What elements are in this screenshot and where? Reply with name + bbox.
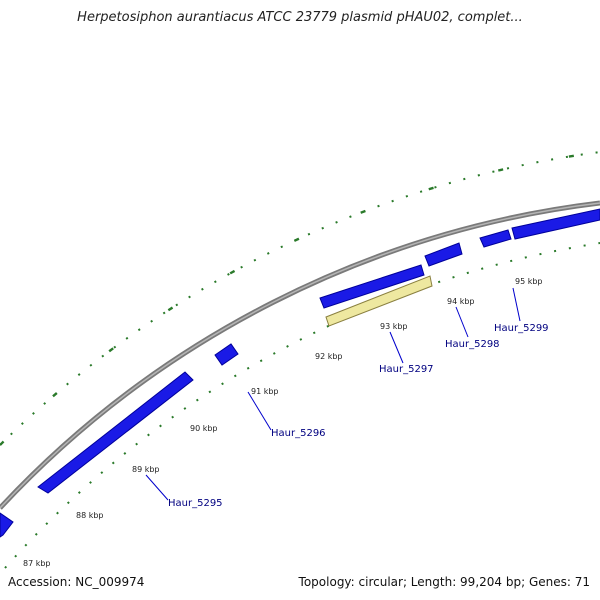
gene-haur-5297-highlight[interactable]: [325, 275, 433, 327]
map-title: Herpetosiphon aurantiacus ATCC 23779 pla…: [77, 10, 523, 25]
gene-arrow-left-edge[interactable]: [0, 512, 14, 538]
gene-label-haur-5298[interactable]: Haur_5298: [445, 339, 500, 350]
gene-label-haur-5297[interactable]: Haur_5297: [379, 364, 434, 375]
gene-arrow-upper-4[interactable]: [511, 208, 600, 240]
inner-tick-ring: [4, 242, 600, 569]
gene-label-haur-5296[interactable]: Haur_5296: [271, 428, 326, 439]
kbp-tick-label: 95 kbp: [515, 277, 543, 286]
gene-label-leader: [145, 474, 169, 501]
kbp-tick-label: 93 kbp: [380, 322, 408, 331]
gene-label-haur-5295[interactable]: Haur_5295: [168, 498, 223, 509]
outer-major-ticks: [0, 150, 600, 446]
gene-arrow-haur-5296[interactable]: [214, 343, 239, 366]
gene-label-leader: [455, 306, 469, 338]
kbp-tick-label: 88 kbp: [76, 511, 104, 520]
kbp-tick-label: 94 kbp: [447, 297, 475, 306]
kbp-tick-label: 87 kbp: [23, 559, 51, 568]
gene-label-leader: [389, 331, 404, 364]
gene-arrow-haur-5295[interactable]: [37, 371, 194, 494]
gene-arrow-upper-3[interactable]: [479, 229, 512, 248]
kbp-tick-label: 90 kbp: [190, 424, 218, 433]
backbone-highlight: [0, 202, 600, 509]
accession-text: Accession: NC_009974: [8, 575, 145, 589]
kbp-tick-label: 91 kbp: [251, 387, 279, 396]
outer-tick-ring: [0, 151, 600, 446]
gene-label-leader: [512, 287, 521, 322]
gene-arrow-upper-2[interactable]: [424, 242, 463, 267]
summary-text: Topology: circular; Length: 99,204 bp; G…: [298, 575, 590, 589]
gene-arrow-upper-1[interactable]: [319, 264, 425, 309]
kbp-tick-label: 92 kbp: [315, 352, 343, 361]
kbp-tick-label: 89 kbp: [132, 465, 160, 474]
gene-label-haur-5299[interactable]: Haur_5299: [494, 323, 549, 334]
gene-label-leader: [247, 391, 272, 431]
plasmid-backbone: [0, 200, 600, 510]
